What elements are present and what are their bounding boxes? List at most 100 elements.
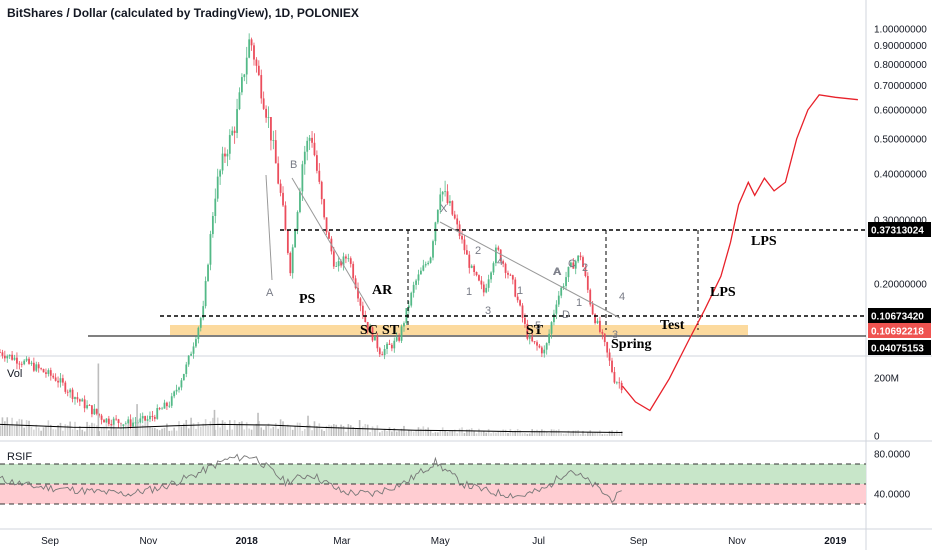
volume-bar [417, 427, 420, 436]
candle-body [446, 191, 449, 204]
candle-body [178, 387, 180, 390]
volume-bar [613, 433, 616, 436]
wave-label: X [440, 203, 448, 215]
volume-bar [209, 421, 212, 436]
candle-body [359, 298, 362, 306]
projection-line [621, 94, 858, 412]
candle-body [374, 336, 376, 341]
volume-bar [320, 429, 323, 436]
time-tick-label: Nov [728, 536, 746, 547]
volume-bar [570, 432, 572, 436]
candle-body [432, 241, 434, 258]
volume-bar [279, 419, 282, 436]
volume-bar [596, 431, 599, 436]
price-tag[interactable] [868, 340, 931, 355]
candle-body [224, 153, 226, 157]
candle-body [61, 378, 64, 383]
candle-body [490, 272, 492, 280]
candle-body [192, 346, 195, 354]
candle-body [47, 370, 50, 374]
candle-body [71, 389, 74, 399]
volume-bar [354, 428, 357, 436]
volume-bar [0, 425, 1, 436]
price-tick-label: 0.20000000 [874, 280, 927, 291]
volume-bar [608, 430, 611, 436]
volume-bar [226, 429, 229, 436]
candle-body [233, 130, 236, 133]
volume-bar [187, 428, 190, 436]
volume-bar [30, 426, 33, 436]
volume-bar [386, 431, 388, 436]
volume-bar [587, 431, 589, 436]
volume-bar [357, 428, 359, 436]
candle-body [78, 399, 81, 402]
candle-body [30, 362, 33, 364]
candle-body [245, 57, 248, 75]
candle-body [574, 261, 577, 269]
volume-bar [91, 422, 93, 436]
candle-body [577, 255, 580, 262]
candle-body [528, 337, 531, 339]
price-tick-label: 0.30000000 [874, 215, 927, 226]
volume-bar [512, 431, 514, 436]
price-tick-label: 0.40000000 [874, 170, 927, 181]
candle-body [475, 272, 478, 276]
volume-bar [238, 421, 241, 436]
candle-body [524, 317, 526, 324]
candle-body [579, 255, 582, 258]
candle-body [332, 251, 335, 267]
candle-body [395, 337, 398, 341]
candle-body [420, 270, 422, 275]
candle-body [383, 348, 386, 356]
wave-label: 4 [619, 291, 625, 303]
candle-body [463, 239, 466, 251]
candle-body [441, 191, 444, 195]
volume-pane [0, 363, 623, 436]
candle-body [398, 337, 401, 341]
volume-bar [112, 424, 115, 436]
volume-bar [115, 428, 117, 436]
volume-bar [76, 430, 79, 436]
price-tag[interactable] [868, 308, 931, 323]
volume-bar [277, 428, 279, 436]
candle-body [303, 151, 306, 165]
candle-body [521, 305, 524, 318]
price-tag[interactable] [868, 222, 931, 237]
volume-bar [550, 429, 553, 436]
volume-bar [154, 427, 156, 436]
candle-body [415, 280, 417, 285]
candle-body [369, 327, 372, 330]
volume-bar [473, 431, 475, 436]
volume-bar [565, 433, 567, 436]
candle-body [354, 278, 357, 288]
volume-bar [560, 433, 563, 436]
price-tags[interactable]: 0.37313024 0.10673420 0.10692218 0.04075153 [868, 222, 931, 355]
annotation-label: LPS [751, 234, 777, 249]
candle-body [141, 416, 144, 419]
candle-body [107, 418, 110, 424]
candle-body [228, 135, 231, 154]
candle-body [221, 153, 224, 171]
volume-bar [495, 432, 497, 436]
candle-body [553, 313, 555, 323]
wave-label: 3 [485, 305, 491, 317]
volume-bar [591, 432, 594, 436]
annotation-label: Spring [611, 337, 651, 352]
candle-body [376, 336, 379, 349]
volume-bar [432, 432, 434, 436]
support-band [88, 325, 866, 337]
volume-bar [311, 430, 313, 436]
volume-bar [35, 424, 38, 436]
candle-body [473, 265, 476, 273]
candle-body [18, 363, 21, 365]
volume-bar [8, 425, 11, 436]
annotation-label: PS [299, 292, 316, 307]
candle-body [458, 224, 461, 236]
volume-bar [318, 423, 321, 436]
volume-bar [134, 426, 137, 436]
candle-body [199, 318, 202, 328]
price-tag[interactable] [868, 323, 931, 338]
volume-bar [543, 430, 546, 436]
volume-bar [81, 429, 84, 436]
